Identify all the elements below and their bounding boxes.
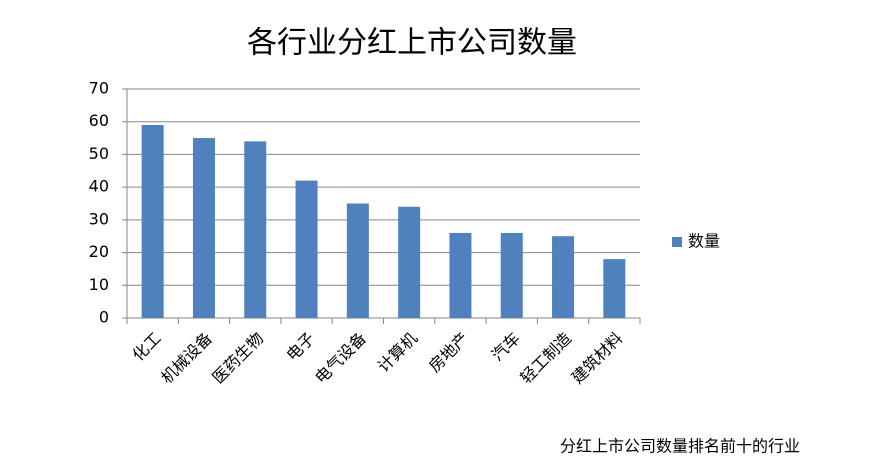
bar bbox=[603, 259, 626, 318]
bar bbox=[141, 124, 164, 318]
x-tick-label: 机械设备 bbox=[157, 329, 216, 388]
x-tick-label: 建筑材料 bbox=[568, 329, 627, 388]
bar bbox=[244, 141, 267, 318]
x-tick-label: 医药生物 bbox=[209, 329, 268, 388]
x-tick-label: 电子 bbox=[282, 329, 318, 365]
y-tick-label: 20 bbox=[89, 242, 109, 261]
x-tick-label: 计算机 bbox=[374, 329, 421, 376]
bar bbox=[346, 203, 369, 318]
bar bbox=[398, 206, 421, 318]
caption: 分红上市公司数量排名前十的行业 bbox=[560, 437, 800, 456]
y-tick-label: 0 bbox=[99, 308, 109, 327]
legend-label: 数量 bbox=[688, 232, 720, 251]
bar bbox=[192, 138, 215, 318]
bar bbox=[449, 232, 472, 318]
x-tick-label: 汽车 bbox=[488, 329, 524, 365]
x-tick-label: 轻工制造 bbox=[516, 329, 575, 388]
x-tick-label: 电气设备 bbox=[311, 329, 370, 388]
x-tick-label: 化工 bbox=[129, 329, 165, 365]
x-tick-label: 房地产 bbox=[425, 329, 472, 376]
y-tick-label: 70 bbox=[89, 79, 109, 98]
bar bbox=[500, 232, 523, 318]
bar bbox=[295, 180, 318, 318]
y-tick-label: 50 bbox=[89, 144, 109, 163]
legend-swatch bbox=[672, 237, 682, 247]
bar bbox=[552, 236, 575, 318]
y-tick-label: 30 bbox=[89, 209, 109, 228]
chart-title: 各行业分红上市公司数量 bbox=[247, 26, 577, 61]
y-tick-label: 10 bbox=[89, 275, 109, 294]
y-tick-label: 40 bbox=[89, 177, 109, 196]
y-tick-label: 60 bbox=[89, 111, 109, 130]
